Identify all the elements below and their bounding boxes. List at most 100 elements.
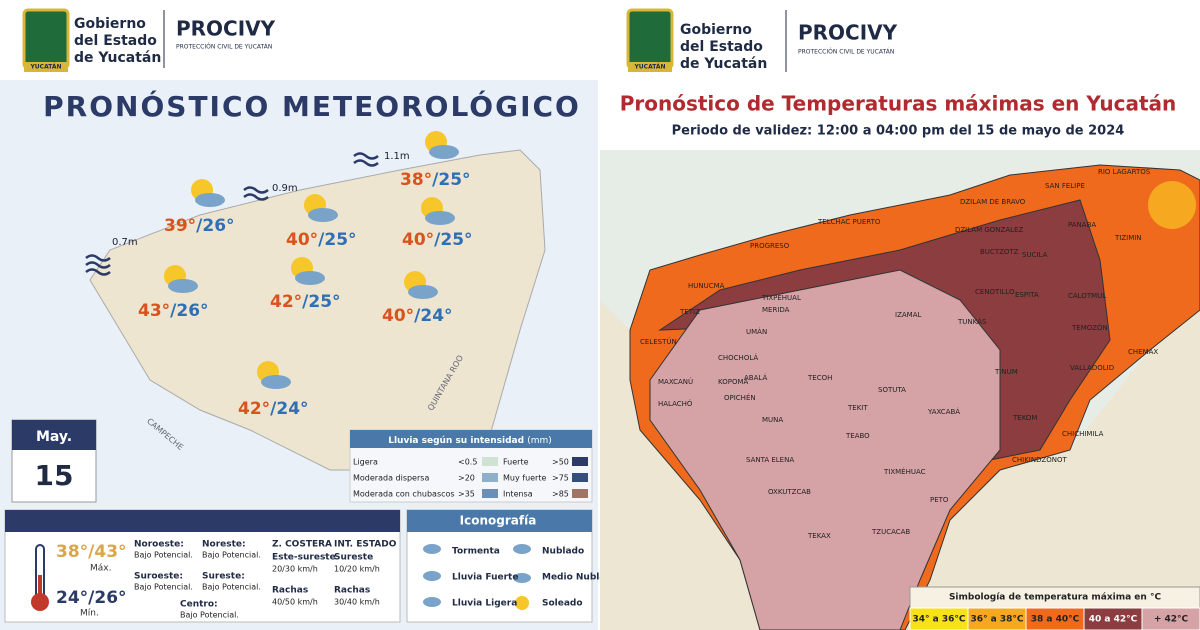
municipality-label: CALOTMUL [1068,292,1106,300]
left-panel: YUCATÁN Gobierno del Estado de Yucatán P… [0,0,618,630]
temp-max: 40° [286,230,318,250]
municipality-label: TIZIMIN [1114,234,1142,242]
municipality-label: TECOH [807,374,832,382]
municipality-labels: RIO LAGARTOS SAN FELIPE TELCHAC PUERTO DZIL… [640,168,1158,540]
svg-text:38°/25°: 38°/25° [400,170,471,190]
panel-min-label: Mín. [80,609,99,619]
temp-min: /26° [196,216,234,236]
org-sub: PROTECCIÓN CIVIL DE YUCATÁN [176,44,272,51]
temp-min: /25° [302,292,340,312]
icon-label: Medio Nublado [542,573,618,583]
wind-zone: Centro: [180,600,218,610]
municipality-label: ABALÁ [744,373,767,382]
legend-label: 38 a 40°C [1031,615,1080,625]
inland-speed: 10/20 km/h [334,565,380,574]
rain-row: Intensa [503,490,533,499]
wave-label: 0.9m [272,183,298,194]
municipality-label: HALACHÓ [658,399,693,408]
municipality-label: CELESTÚN [640,337,677,346]
municipality-label: TETIZ [679,308,700,316]
header-bg [0,0,598,80]
temp-min: /25° [432,170,470,190]
rain-value: >50 [552,458,569,467]
rain-row: Ligera [353,458,378,467]
rain-value: >85 [552,490,569,499]
land [905,310,1200,630]
municipality-label: CENOTILLO [975,288,1015,296]
logo-band [24,62,68,72]
municipality-label: TELCHAC PUERTO [817,218,881,226]
icon-label: Tormenta [452,547,500,557]
coast-speed: 20/30 km/h [272,565,318,574]
temp-max: 40° [382,306,414,326]
icon-label: Nublado [542,547,584,557]
rain-value: >35 [458,490,475,499]
wave-icon [85,254,111,276]
logo-text: YUCATÁN [29,64,61,71]
rain-row: Fuerte [503,458,529,467]
temp-min: /25° [318,230,356,250]
svg-text:40°/25°: 40°/25° [402,230,473,250]
inland-dir: Sureste [334,553,373,563]
municipality-label: TIXPÉHUAL [761,293,801,302]
svg-text:40°/25°: 40°/25° [286,230,357,250]
wave-icon [243,186,269,201]
coast-gust-label: Rachas [272,586,308,596]
municipality-label: CHEMAX [1128,348,1158,356]
org: PROCIVY [798,21,898,45]
municipality-label: TEKAX [807,532,831,540]
rain-value: >20 [458,474,475,483]
org: PROCIVY [176,17,276,41]
inland-gust-label: Rachas [334,586,370,596]
iconography: Iconografía Tormenta Nublado Lluvia Fuer… [406,509,618,623]
rain-row: Muy fuerte [503,474,546,483]
icon-label: Lluvia Fuerte [452,573,518,583]
coast-title: Z. COSTERA [272,540,332,550]
temp-max: 39° [164,216,196,236]
zone-42 [649,269,1001,630]
rain-value: <0.5 [458,458,477,467]
right-panel: YUCATÁN Gobierno del Estado de Yucatán P… [600,0,1200,630]
inland-title: INT. ESTADO [334,540,397,550]
map [89,149,546,471]
weather-icons [164,131,459,389]
rain-head [350,430,592,448]
logo-band [628,62,672,72]
right-header-bg [600,0,1200,150]
municipality-label: TEMOZÓN [1071,323,1108,332]
municipality-label: MERIDA [762,306,790,314]
wind-value: Bajo Potencial. [134,583,193,592]
municipality-label: SOTUTA [878,386,906,394]
icon-label: Soleado [542,599,583,609]
municipality-label: HUNUCMA [688,282,725,290]
temp-max: 40° [402,230,434,250]
temp-min: /24° [270,399,308,419]
legend-swatch [1141,607,1200,630]
panel-min: 24°/26° [56,588,127,608]
municipality-label: TUNKÁS [957,317,987,326]
municipality-label: IZAMAL [895,311,921,319]
subtitle: Periodo de validez: 12:00 a 04:00 pm del… [672,124,1125,139]
wind-value: Bajo Potencial. [134,551,193,560]
municipality-label: TZUCACAB [871,528,910,536]
municipality-label: CHIKINDZONOT [1012,456,1068,464]
legend-label: 34° a 36°C [913,615,966,625]
temp-max: 38° [400,170,432,190]
municipality-label: KOPOMÁ [718,377,748,386]
temps: 38°/25° 39°/26° 40°/25° 40°/25° 43°/26° … [138,170,473,419]
svg-text:40°/24°: 40°/24° [382,306,453,326]
calendar-top [12,420,96,450]
icons-head [407,510,592,532]
municipality-label: PROGRESO [750,242,790,250]
wind-zone: Noroeste: [134,540,184,550]
gov-line: Gobierno [74,16,146,32]
icon-label: Lluvia Ligera [452,599,517,609]
coast-dir: Este-sureste [272,553,336,563]
wind-zone: Noreste: [202,540,246,550]
rain-value: >75 [552,474,569,483]
icons-title: Iconografía [460,514,537,528]
municipality-label: DZILAM DE BRAVO [960,198,1026,206]
temp-min: /26° [170,301,208,321]
wind-zone: Suroeste: [134,572,183,582]
gov-line: Gobierno [680,22,752,38]
